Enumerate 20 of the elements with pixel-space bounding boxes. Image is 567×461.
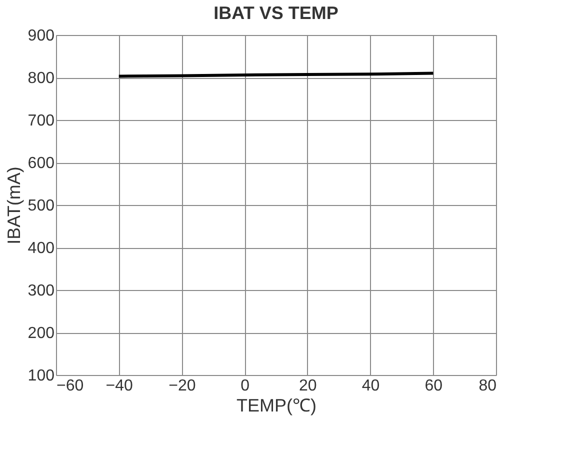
x-tick-label: 20 — [299, 378, 317, 394]
y-tick-label: 900 — [28, 28, 55, 44]
y-tick-label: 400 — [28, 240, 55, 257]
x-tick-label: 60 — [424, 378, 443, 394]
x-tick-label: 80 — [478, 378, 497, 394]
y-tick-label: 100 — [28, 368, 55, 384]
x-tick-label: −40 — [106, 378, 134, 394]
y-tick-label: 300 — [28, 282, 55, 300]
y-axis-title: IBAT(mA) — [4, 166, 24, 244]
y-tick-label: 200 — [28, 325, 55, 342]
x-axis-title: TEMP(℃) — [236, 396, 316, 416]
x-tick-label: 0 — [240, 378, 250, 394]
y-tick-label: 700 — [28, 112, 55, 130]
x-tick-label: −20 — [168, 378, 196, 394]
y-tick-label: 600 — [28, 155, 55, 172]
x-tick-label: 40 — [362, 378, 380, 394]
x-tick-label: −60 — [56, 378, 84, 394]
y-tick-label: 500 — [28, 198, 55, 214]
y-tick-label: 800 — [28, 70, 55, 87]
chart-title: IBAT VS TEMP — [214, 3, 338, 23]
